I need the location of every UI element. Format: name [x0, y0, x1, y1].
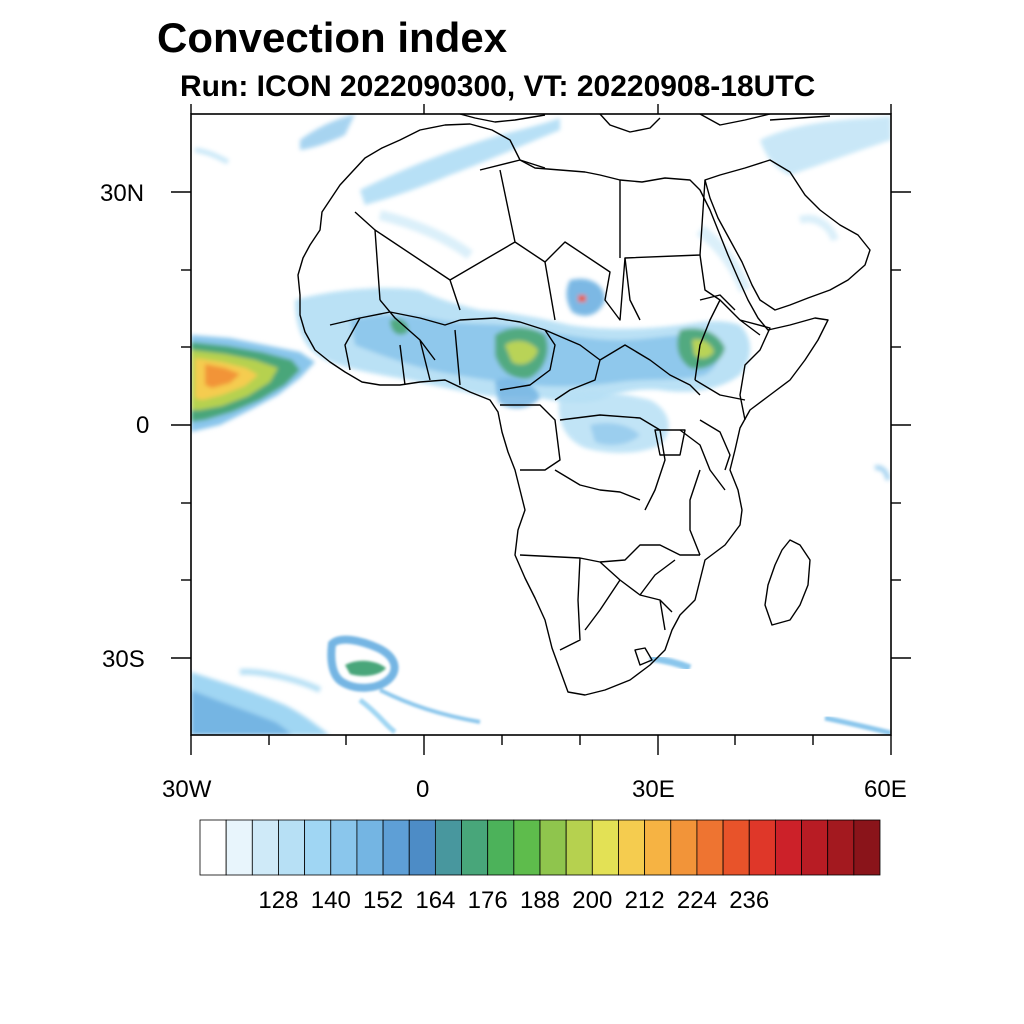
colorbar-swatch: [539, 819, 567, 876]
colorbar-swatch: [461, 819, 489, 876]
colorbar-swatch: [670, 819, 698, 876]
mediterranean-europe: [459, 114, 831, 133]
colorbar-swatch: [722, 819, 750, 876]
lat-label-0: 0: [136, 412, 150, 439]
border-sahara-1: [354, 169, 556, 321]
axis-ticks: [171, 104, 911, 755]
africa-coastline: [297, 123, 829, 696]
colorbar-swatch: [199, 819, 227, 876]
colorbar-swatch: [644, 819, 672, 876]
colorbar-swatch: [251, 819, 279, 876]
border-misc: [479, 159, 736, 666]
border-sahara-2: [544, 179, 706, 321]
colorbar-swatch: [434, 819, 462, 876]
lat-label-30n: 30N: [100, 180, 145, 207]
sahel-convection: [295, 278, 751, 403]
south-atlantic-swirl: [327, 635, 481, 735]
colorbar-swatch: [330, 819, 358, 876]
colorbar-label: 128: [258, 887, 299, 914]
colorbar-label: 140: [310, 887, 351, 914]
colorbar-swatch: [853, 819, 881, 876]
border-central: [459, 317, 701, 401]
lon-label-60e: 60E: [864, 776, 907, 803]
lon-label-30e: 30E: [632, 776, 675, 803]
atlantic-convection-cell: [191, 335, 315, 432]
convection-field: [191, 114, 891, 735]
colorbar-swatch: [827, 819, 855, 876]
colorbar-swatch: [356, 819, 384, 876]
lon-label-30w: 30W: [162, 776, 212, 803]
colorbar-swatch: [304, 819, 332, 876]
chart-title: Convection index: [157, 14, 508, 61]
colorbar-swatch: [408, 819, 436, 876]
colorbar-swatch: [565, 819, 593, 876]
chart-subtitle: Run: ICON 2022090300, VT: 20220908-18UTC: [180, 70, 816, 103]
madagascar: [764, 539, 811, 626]
colorbar-label: 164: [415, 887, 456, 914]
coastlines-and-borders: [297, 114, 871, 696]
border-east: [624, 254, 771, 421]
colorbar-swatch: [382, 819, 410, 876]
colorbar: [199, 819, 881, 876]
map-frame: [190, 113, 892, 736]
colorbar-swatch: [774, 819, 802, 876]
colorbar-swatch: [513, 819, 541, 876]
colorbar-swatch: [278, 819, 306, 876]
colorbar-label: 212: [624, 887, 665, 914]
colorbar-swatch: [487, 819, 515, 876]
colorbar-swatch: [618, 819, 646, 876]
colorbar-label: 224: [676, 887, 717, 914]
colorbar-label: 188: [519, 887, 561, 914]
border-east-coast: [679, 419, 731, 556]
colorbar-label: 236: [729, 887, 770, 914]
colorbar-swatch: [801, 819, 829, 876]
colorbar-label: 176: [467, 887, 508, 914]
colorbar-label: 200: [572, 887, 613, 914]
border-west-africa: [329, 299, 461, 386]
colorbar-label: 152: [363, 887, 404, 914]
border-southern: [519, 544, 700, 651]
colorbar-swatch: [225, 819, 253, 876]
arabian-peninsula: [704, 159, 871, 311]
colorbar-swatch: [696, 819, 724, 876]
southwest-convection-band: [191, 668, 330, 735]
colorbar-swatch: [591, 819, 619, 876]
colorbar-swatch: [748, 819, 776, 876]
lat-label-30s: 30S: [102, 646, 145, 673]
lon-label-0: 0: [416, 776, 430, 803]
